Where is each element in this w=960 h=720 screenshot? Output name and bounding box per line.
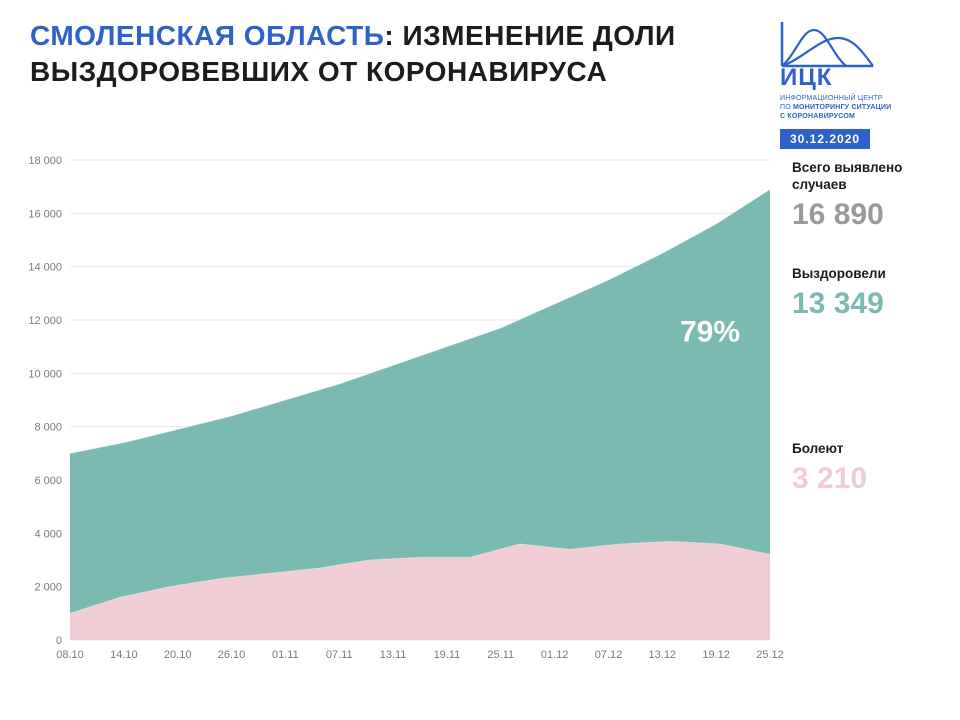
svg-text:25.12: 25.12 [756, 649, 784, 661]
svg-text:18 000: 18 000 [28, 155, 62, 167]
svg-text:0: 0 [56, 635, 62, 647]
svg-text:19.11: 19.11 [434, 649, 461, 661]
svg-text:26.10: 26.10 [218, 649, 246, 661]
stat-sick: Болеют 3 210 [792, 441, 942, 496]
svg-text:8 000: 8 000 [34, 422, 62, 434]
logo-subtitle: ИНФОРМАЦИОННЫЙ ЦЕНТР ПО МОНИТОРИНГУ СИТУ… [780, 95, 930, 121]
date-badge: 30.12.2020 [780, 129, 870, 149]
stat-total: Всего выявлено случаев 16 890 [792, 160, 942, 232]
svg-text:4 000: 4 000 [34, 528, 62, 540]
stat-recovered-value: 13 349 [792, 287, 942, 321]
logo-icon [780, 20, 875, 70]
svg-text:19.12: 19.12 [702, 649, 730, 661]
title-separator: : [384, 20, 402, 51]
title-rest-line1: ИЗМЕНЕНИЕ ДОЛИ [402, 20, 675, 51]
header: СМОЛЕНСКАЯ ОБЛАСТЬ: ИЗМЕНЕНИЕ ДОЛИ ВЫЗДО… [30, 20, 930, 125]
svg-text:14 000: 14 000 [28, 262, 62, 274]
logo-block: ИЦК ИНФОРМАЦИОННЫЙ ЦЕНТР ПО МОНИТОРИНГУ … [780, 20, 930, 149]
svg-text:25.11: 25.11 [487, 649, 514, 661]
stat-sick-value: 3 210 [792, 462, 942, 496]
chart-svg: 0 2 000 4 000 6 000 8 000 10 000 12 000 14 000 1… [10, 150, 790, 680]
svg-text:10 000: 10 000 [28, 368, 62, 380]
logo-sub-line2b: МОНИТОРИНГУ СИТУАЦИИ [793, 104, 891, 111]
logo-sub-line3: С КОРОНАВИРУСОМ [780, 113, 855, 120]
svg-text:07.12: 07.12 [595, 649, 623, 661]
logo-sub-line2a: ПО [780, 104, 793, 111]
page: СМОЛЕНСКАЯ ОБЛАСТЬ: ИЗМЕНЕНИЕ ДОЛИ ВЫЗДО… [0, 0, 960, 720]
svg-text:14.10: 14.10 [110, 649, 138, 661]
title-region: СМОЛЕНСКАЯ ОБЛАСТЬ [30, 20, 384, 51]
stat-sick-label: Болеют [792, 441, 942, 458]
svg-text:79%: 79% [680, 315, 740, 348]
svg-text:16 000: 16 000 [28, 208, 62, 220]
svg-text:01.11: 01.11 [272, 649, 299, 661]
svg-text:13.11: 13.11 [380, 649, 407, 661]
chart: 0 2 000 4 000 6 000 8 000 10 000 12 000 14 000 1… [10, 150, 790, 680]
svg-text:13.12: 13.12 [649, 649, 677, 661]
svg-text:2 000: 2 000 [34, 582, 62, 594]
stats-panel: Всего выявлено случаев 16 890 Выздоровел… [792, 160, 942, 530]
stat-total-value: 16 890 [792, 198, 942, 232]
svg-text:07.11: 07.11 [326, 649, 353, 661]
svg-text:12 000: 12 000 [28, 315, 62, 327]
stat-recovered-label: Выздоровели [792, 266, 942, 283]
svg-text:6 000: 6 000 [34, 475, 62, 487]
logo-abbr: ИЦК [780, 64, 930, 92]
svg-text:20.10: 20.10 [164, 649, 192, 661]
svg-text:01.12: 01.12 [541, 649, 569, 661]
stat-total-label: Всего выявлено случаев [792, 160, 942, 194]
svg-text:08.10: 08.10 [56, 649, 84, 661]
logo-sub-line1: ИНФОРМАЦИОННЫЙ ЦЕНТР [780, 95, 883, 102]
stat-recovered: Выздоровели 13 349 [792, 266, 942, 321]
